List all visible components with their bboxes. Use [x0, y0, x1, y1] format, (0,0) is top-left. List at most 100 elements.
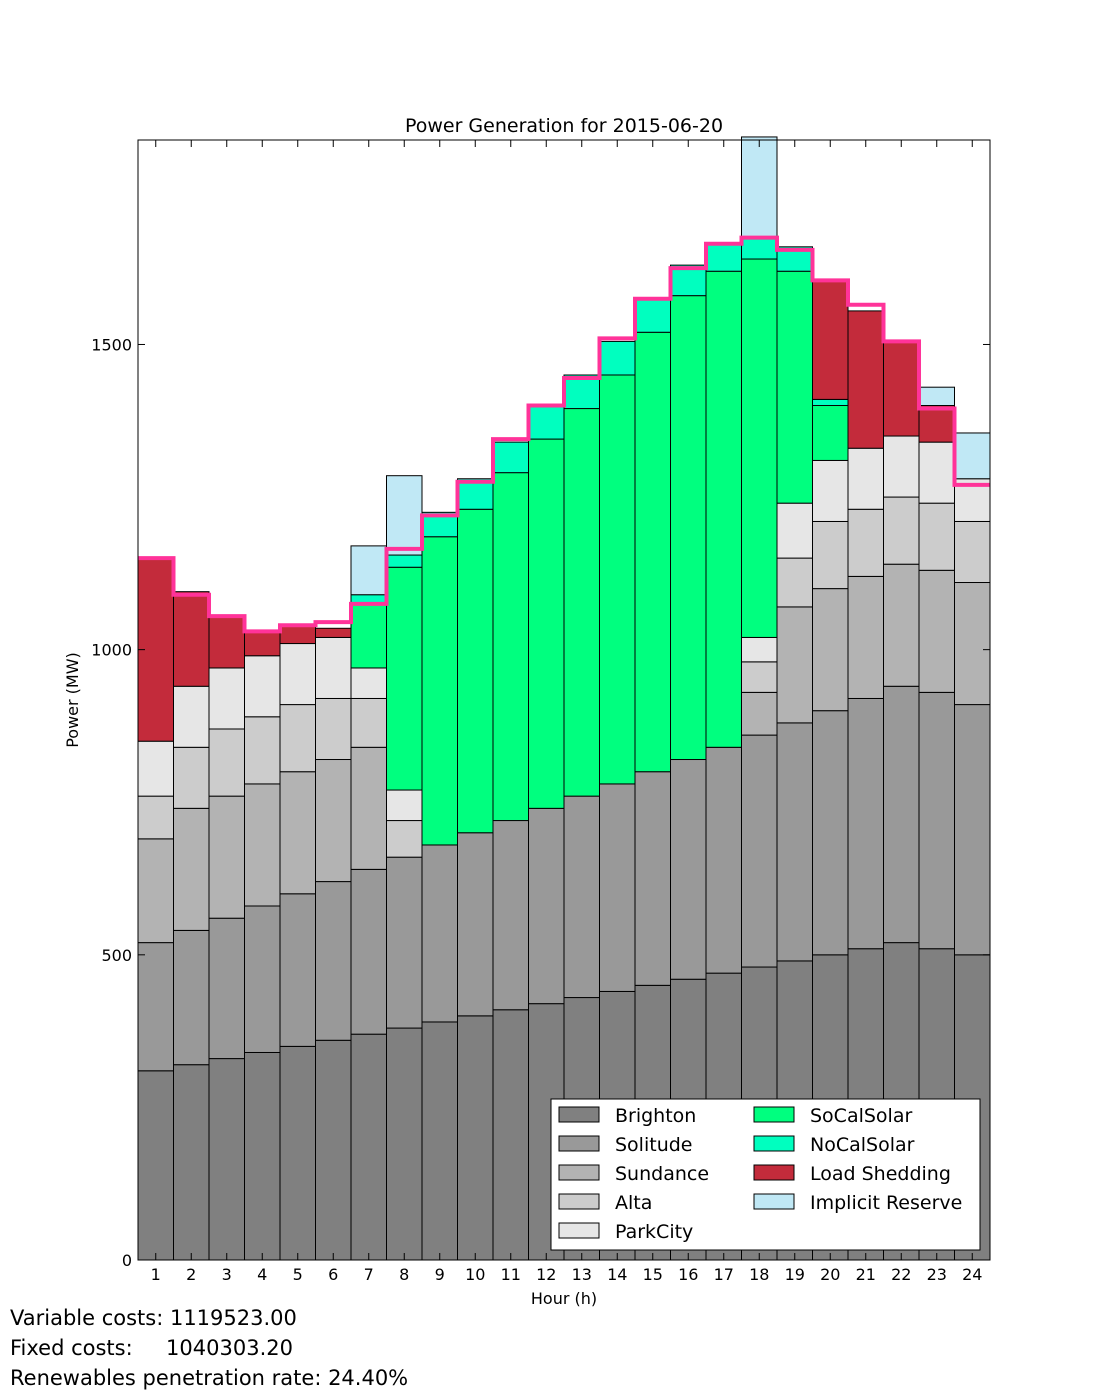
renewables-penetration-text: Renewables penetration rate: 24.40%	[10, 1366, 409, 1390]
bar-solitude-16	[670, 759, 707, 980]
bar-alta-1	[137, 795, 174, 840]
bar-brighton-9	[421, 1021, 458, 1261]
bar-solitude-6	[315, 881, 352, 1041]
variable-costs-text: Variable costs: 1119523.00	[10, 1306, 297, 1330]
bar-socalsolar-12	[528, 438, 565, 809]
bar-solitude-20	[812, 710, 849, 956]
bar-socalsolar-15	[634, 331, 671, 773]
bar-alta-3	[208, 728, 245, 797]
y-tick-label: 500	[101, 946, 132, 965]
bar-brighton-3	[208, 1058, 245, 1261]
bar-solitude-12	[528, 807, 565, 1005]
bar-alta-18	[741, 661, 778, 693]
demand-step-line	[138, 235, 990, 634]
bar-solitude-7	[350, 868, 387, 1035]
bar-alta-4	[244, 716, 281, 785]
bar-implicit-reserve-18	[741, 136, 778, 239]
bar-solitude-10	[457, 832, 494, 1017]
bar-parkcity-23	[918, 441, 955, 504]
demand-line-layer	[138, 235, 990, 634]
bar-sundance-23	[918, 569, 955, 693]
legend-swatch-sundance	[558, 1164, 600, 1181]
bar-nocalsolar-16	[670, 264, 707, 297]
bar-load-shedding-21	[847, 310, 884, 449]
bar-solitude-14	[599, 783, 636, 992]
legend-label-implicit-reserve: Implicit Reserve	[810, 1192, 962, 1214]
bar-brighton-7	[350, 1033, 387, 1261]
bar-solitude-15	[634, 771, 671, 986]
bar-brighton-6	[315, 1039, 352, 1261]
bar-load-shedding-3	[208, 615, 245, 669]
bar-solitude-24	[954, 704, 991, 956]
bar-socalsolar-10	[457, 508, 494, 834]
bar-sundance-18	[741, 691, 778, 736]
legend-swatch-implicit-reserve	[753, 1193, 795, 1210]
bar-parkcity-8	[386, 789, 423, 822]
legend-swatch-solitude	[558, 1135, 600, 1152]
legend-swatch-parkcity	[558, 1222, 600, 1239]
legend-label-brighton: Brighton	[615, 1105, 696, 1127]
bar-sundance-22	[883, 563, 920, 687]
bar-brighton-11	[492, 1009, 529, 1261]
bar-nocalsolar-14	[599, 340, 636, 376]
bar-alta-23	[918, 502, 955, 571]
bar-solitude-3	[208, 917, 245, 1060]
bar-solitude-22	[883, 685, 920, 944]
bar-sundance-1	[137, 838, 174, 944]
bar-socalsolar-7	[350, 603, 387, 669]
bar-socalsolar-8	[386, 566, 423, 791]
bar-nocalsolar-15	[634, 298, 671, 333]
bar-parkcity-20	[812, 459, 849, 522]
legend-label-socalsolar: SoCalSolar	[810, 1105, 912, 1127]
legend-swatch-nocalsolar	[753, 1135, 795, 1152]
bar-alta-22	[883, 496, 920, 565]
x-tick-label: 11	[501, 1265, 521, 1284]
bar-solitude-9	[421, 844, 458, 1023]
plot-frame	[137, 139, 991, 1261]
bar-nocalsolar-12	[528, 405, 565, 440]
bar-brighton-10	[457, 1015, 494, 1261]
bar-sundance-7	[350, 746, 387, 870]
legend-label-nocalsolar: NoCalSolar	[810, 1134, 915, 1156]
bar-solitude-11	[492, 820, 529, 1011]
fixed-costs-text: Fixed costs: 1040303.20	[10, 1336, 293, 1360]
y-axis-label: Power (MW)	[63, 652, 82, 748]
bar-brighton-1	[137, 1070, 174, 1261]
bar-parkcity-5	[279, 643, 316, 706]
x-tick-label: 6	[328, 1265, 338, 1284]
bar-solitude-21	[847, 697, 884, 950]
x-tick-label: 12	[536, 1265, 556, 1284]
bar-socalsolar-16	[670, 295, 707, 761]
bar-load-shedding-23	[918, 405, 955, 443]
power-generation-chart: Power Generation for 2015-06-20 0 500 1000…	[63, 115, 991, 1308]
x-tick-label: 14	[607, 1265, 627, 1284]
bar-sundance-6	[315, 759, 352, 883]
bar-parkcity-22	[883, 435, 920, 498]
x-tick-label: 8	[399, 1265, 409, 1284]
y-tick-label: 0	[122, 1251, 132, 1270]
x-tick-label: 22	[891, 1265, 911, 1284]
legend-label-parkcity: ParkCity	[615, 1221, 693, 1243]
bar-alta-21	[847, 508, 884, 577]
bar-socalsolar-20	[812, 405, 849, 461]
bar-sundance-24	[954, 582, 991, 706]
bar-load-shedding-5	[279, 624, 316, 645]
bar-nocalsolar-13	[563, 374, 600, 410]
x-tick-label: 24	[962, 1265, 982, 1284]
bar-sundance-19	[776, 606, 813, 724]
bar-alta-20	[812, 520, 849, 590]
bar-solitude-23	[918, 691, 955, 950]
x-tick-label: 9	[435, 1265, 445, 1284]
bar-alta-5	[279, 704, 316, 773]
bar-parkcity-2	[173, 685, 210, 748]
x-axis: 1 2 3 4 5 6 7 8 9 10 11 12 13 14 15 16 17 18 19 20 21 22 23 24	[151, 140, 982, 1284]
bar-socalsolar-18	[741, 258, 778, 638]
bar-nocalsolar-20	[812, 398, 849, 407]
x-tick-label: 21	[856, 1265, 876, 1284]
x-axis-label: Hour (h)	[531, 1289, 597, 1308]
legend-label-sundance: Sundance	[615, 1163, 709, 1185]
bar-parkcity-18	[741, 636, 778, 663]
bar-alta-6	[315, 697, 352, 761]
bar-load-shedding-20	[812, 279, 849, 400]
bar-socalsolar-11	[492, 472, 529, 822]
